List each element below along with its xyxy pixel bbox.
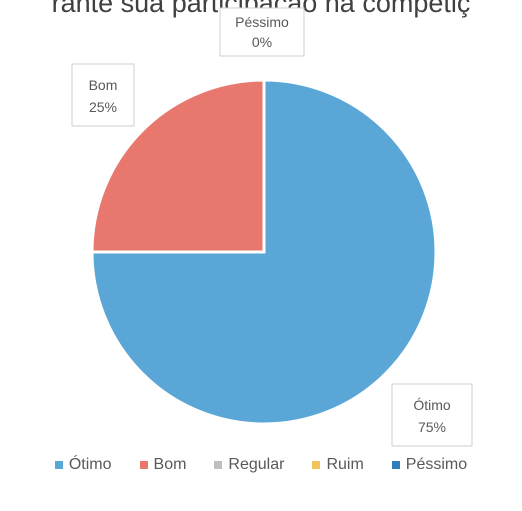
legend-swatch-ruim (312, 461, 321, 469)
legend-swatch-bom (139, 461, 148, 469)
label-otimo-name: Ótimo (413, 397, 451, 413)
legend-label-ruim: Ruim (326, 456, 364, 473)
legend-item-ruim: Ruim (312, 456, 364, 474)
legend-label-bom: Bom (153, 456, 187, 473)
legend-item-regular: Regular (214, 456, 284, 474)
legend-swatch-otimo (54, 461, 63, 469)
legend-label-regular: Regular (228, 456, 285, 473)
pie-slice-bom (90, 78, 266, 254)
legend-label-pessimo: Péssimo (405, 456, 468, 473)
legend: Ótimo Bom Regular Ruim Péssimo (0, 456, 522, 474)
label-pessimo-name: Péssimo (235, 14, 289, 30)
pie-data-labels: Péssimo 0% Bom 25% Ótimo 75% (71, 7, 473, 447)
label-bom-name: Bom (89, 77, 118, 93)
legend-item-pessimo: Péssimo (391, 456, 468, 474)
label-pessimo-value: 0% (252, 34, 272, 50)
label-pessimo: Péssimo 0% (219, 7, 305, 57)
pie-slices (90, 78, 438, 426)
label-otimo: Ótimo 75% (391, 383, 473, 447)
legend-item-otimo: Ótimo (54, 456, 112, 474)
legend-swatch-regular (214, 461, 223, 469)
label-bom: Bom 25% (71, 63, 135, 127)
label-bom-value: 25% (89, 99, 117, 115)
legend-swatch-pessimo (391, 461, 400, 469)
label-otimo-value: 75% (418, 419, 446, 435)
legend-label-otimo: Ótimo (68, 456, 112, 473)
legend-item-bom: Bom (139, 456, 187, 474)
